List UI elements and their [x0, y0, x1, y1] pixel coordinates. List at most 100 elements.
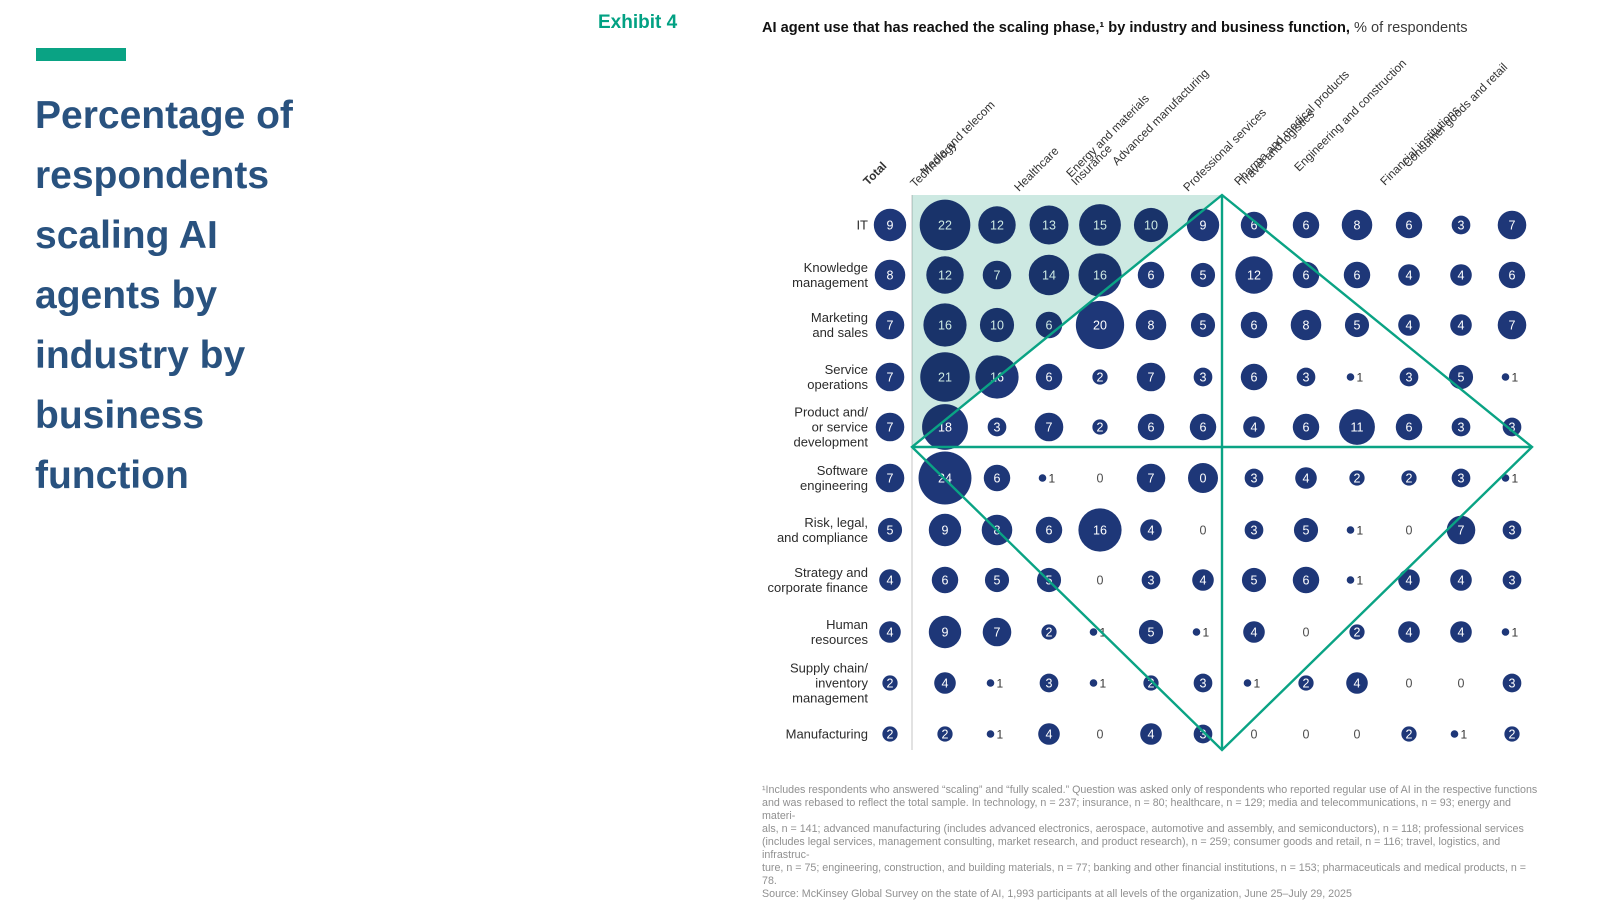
- bubble: [1401, 470, 1417, 486]
- bubble-value: 4: [1406, 318, 1413, 332]
- bubble-value: 2: [942, 727, 949, 741]
- bubble-value: 9: [1200, 218, 1207, 232]
- bubble: [1243, 621, 1265, 643]
- bubble-value: 11: [1351, 420, 1364, 434]
- bubble-value: 6: [1303, 420, 1310, 434]
- bubble: [875, 463, 905, 493]
- bubble: [1244, 468, 1264, 488]
- bubble: [983, 464, 1011, 492]
- bubble: [1193, 673, 1213, 693]
- bubble: [1193, 724, 1213, 744]
- bubble: [1292, 566, 1320, 594]
- bubble: [879, 569, 901, 591]
- bubble: [1141, 570, 1161, 590]
- bubble: [1339, 409, 1375, 445]
- bubble: [1295, 467, 1317, 489]
- bubble: [1192, 569, 1214, 591]
- bubble: [1137, 413, 1165, 441]
- bubble: [1243, 416, 1265, 438]
- bubble: [1497, 210, 1527, 240]
- bubble-value: 3: [1200, 727, 1207, 741]
- bubble: [1143, 675, 1159, 691]
- bubble-value: 2: [1097, 420, 1104, 434]
- bubble-value: 4: [1406, 268, 1413, 282]
- bubble: [1078, 508, 1122, 552]
- zero-value: 0: [1458, 676, 1465, 690]
- zero-value: 0: [1097, 573, 1104, 587]
- bubble-value: 9: [887, 218, 894, 232]
- chart-title-unit: % of respondents: [1349, 20, 1468, 36]
- bubble-value: 4: [1406, 625, 1413, 639]
- bubble-value: 3: [1458, 218, 1465, 232]
- bubble-value: 6: [1251, 318, 1258, 332]
- bubble-value: 8: [1354, 218, 1361, 232]
- bubble-value: 5: [994, 573, 1001, 587]
- bubble-value: 3: [1148, 573, 1155, 587]
- bubble-value: 4: [1148, 523, 1155, 537]
- bubble: [882, 675, 898, 691]
- one-dot: [1346, 576, 1355, 584]
- bubble: [1092, 369, 1108, 385]
- bubble-value: 6: [1303, 218, 1310, 232]
- bubble-value: 7: [1509, 318, 1516, 332]
- bubble-value: 3: [1251, 471, 1258, 485]
- bubble-value: 4: [1458, 318, 1465, 332]
- bubble-value: 0: [1200, 471, 1207, 485]
- row-label: Marketing and sales: [811, 310, 869, 340]
- zero-value: 0: [1406, 523, 1413, 537]
- bubble-value: 6: [1509, 268, 1516, 282]
- bubble-value: 4: [887, 625, 894, 639]
- column-label: Consumer goods and retail: [1400, 60, 1510, 170]
- bubble: [1189, 413, 1217, 441]
- bubble: [1502, 570, 1522, 590]
- page-title-line: scaling AI: [35, 214, 218, 257]
- bubble: [1298, 675, 1314, 691]
- bubble-value: 7: [887, 420, 894, 434]
- bubble: [1349, 624, 1365, 640]
- bubble-value: 4: [1251, 625, 1258, 639]
- bubble: [1092, 419, 1108, 435]
- bubble: [1136, 362, 1166, 392]
- one-dot: [1501, 373, 1510, 381]
- bubble: [1343, 261, 1371, 289]
- page-title-line: business: [35, 394, 205, 437]
- page-title-line: respondents: [35, 154, 270, 197]
- bubble: [1135, 309, 1167, 341]
- bubble-value: 7: [1046, 420, 1053, 434]
- bubble-value: 8: [887, 268, 894, 282]
- bubble-value: 2: [887, 676, 894, 690]
- bubble: [937, 726, 953, 742]
- bubble: [1344, 312, 1370, 338]
- bubble: [1188, 463, 1218, 493]
- one-dot: [1346, 373, 1355, 381]
- bubble-value: 6: [1148, 420, 1155, 434]
- bubble-value: 4: [1148, 727, 1155, 741]
- footnote-line: (includes legal services, management con…: [762, 836, 1501, 861]
- bubble-value: 16: [1093, 523, 1107, 537]
- bubble-value: 7: [887, 370, 894, 384]
- zero-value: 0: [1354, 727, 1361, 741]
- bubble: [928, 615, 962, 649]
- bubble-value: 8: [1303, 318, 1310, 332]
- bubble-value: 6: [1303, 573, 1310, 587]
- one-dot: [1089, 679, 1098, 687]
- page-title-line: industry by: [35, 334, 246, 377]
- bubble: [1451, 417, 1471, 437]
- bubble-value: 5: [1354, 318, 1361, 332]
- bubble-value: 5: [1200, 268, 1207, 282]
- bubble: [1346, 672, 1368, 694]
- bubble-value: 7: [1509, 218, 1516, 232]
- bubble-value: 4: [942, 676, 949, 690]
- row-label: IT: [856, 218, 868, 233]
- bubble-value: 5: [1148, 625, 1155, 639]
- bubble-value: 3: [1509, 420, 1516, 434]
- bubble: [1038, 723, 1060, 745]
- bubble: [928, 513, 962, 547]
- bubble: [984, 567, 1010, 593]
- bubble: [931, 566, 959, 594]
- bubble-value: 4: [1406, 573, 1413, 587]
- bubble-value: 6: [1251, 370, 1258, 384]
- row-label: Service operations: [807, 362, 868, 392]
- one-dot: [986, 730, 995, 738]
- bubble-value: 6: [1303, 268, 1310, 282]
